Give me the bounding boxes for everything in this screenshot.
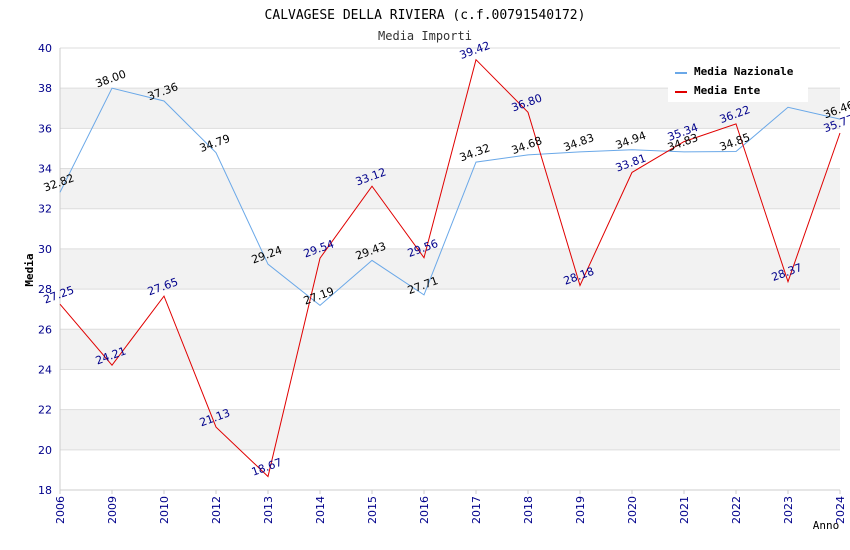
data-label-nazionale: 34.68	[510, 134, 544, 157]
x-tick-label: 2014	[314, 496, 327, 524]
data-label-nazionale: 34.83	[562, 131, 596, 154]
y-tick-label: 36	[38, 122, 52, 135]
x-axis-label: Anno	[813, 519, 840, 532]
x-tick-label: 2020	[626, 496, 639, 524]
data-label-nazionale: 34.85	[718, 131, 752, 154]
x-tick-label: 2010	[158, 496, 171, 524]
series-line-nazionale	[59, 87, 841, 307]
y-tick-label: 32	[38, 203, 52, 216]
chart-subtitle: Media Importi	[378, 29, 472, 43]
x-tick-labels: 2006 2009 2010 2012 2013 2014 2015 2016 2017 2018…	[54, 490, 847, 524]
x-tick-label: 2019	[574, 496, 587, 524]
grid-lines	[60, 47, 840, 491]
data-label-nazionale: 34.94	[614, 129, 648, 152]
y-tick-label: 26	[38, 323, 52, 336]
series-lines	[59, 58, 841, 478]
y-tick-label: 34	[38, 163, 52, 176]
x-tick-label: 2009	[106, 496, 119, 524]
x-tick-label: 2022	[730, 496, 743, 524]
legend: Media Nazionale Media Ente	[668, 60, 808, 102]
legend-label-ente: Media Ente	[694, 84, 761, 97]
series-line-ente	[59, 58, 841, 478]
legend-label-nazionale: Media Nazionale	[694, 65, 794, 78]
x-tick-label: 2006	[54, 496, 67, 524]
y-tick-labels: 18 20 22 24 26 28 30 32 34 36 38 40	[38, 42, 52, 497]
y-tick-label: 28	[38, 283, 52, 296]
x-tick-label: 2012	[210, 496, 223, 524]
y-tick-label: 20	[38, 444, 52, 457]
chart-title: CALVAGESE DELLA RIVIERA (c.f.00791540172…	[265, 8, 586, 23]
y-tick-label: 24	[38, 363, 52, 376]
x-tick-label: 2016	[418, 496, 431, 524]
legend-box	[668, 60, 808, 102]
plot-band	[60, 329, 840, 370]
plot-band	[60, 248, 840, 290]
x-tick-label: 2023	[782, 496, 795, 524]
x-tick-label: 2017	[470, 496, 483, 524]
y-tick-label: 18	[38, 484, 52, 497]
x-tick-label: 2015	[366, 496, 379, 524]
y-tick-label: 30	[38, 243, 52, 256]
plot-band	[60, 409, 840, 450]
plot-band	[60, 168, 840, 209]
y-tick-label: 38	[38, 82, 52, 95]
y-tick-label: 22	[38, 404, 52, 417]
plot-bands	[60, 88, 840, 450]
x-tick-label: 2021	[678, 496, 691, 524]
x-tick-label: 2018	[522, 496, 535, 524]
data-label-nazionale: 38.00	[94, 67, 128, 90]
y-axis-label: Media	[23, 253, 36, 286]
x-tick-label: 2024	[834, 496, 847, 524]
y-tick-label: 40	[38, 42, 52, 55]
x-tick-label: 2013	[262, 496, 275, 524]
